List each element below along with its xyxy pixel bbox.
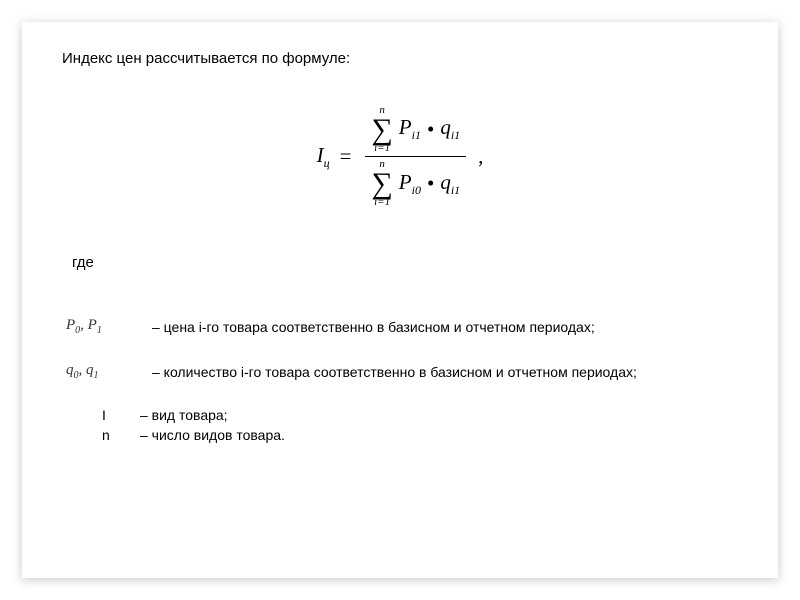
equals-sign: = <box>340 144 352 169</box>
sigma-bot: i=1 <box>374 197 390 208</box>
slide-title: Индекс цен рассчитывается по формуле: <box>62 50 738 67</box>
trailing-comma: , <box>478 144 483 169</box>
def-i-text: – вид товара; <box>140 407 228 423</box>
def-n-text: – число видов товара. <box>140 427 285 443</box>
def-p-text: – цена i-го товара соответственно в бази… <box>152 319 595 335</box>
def-i-symbol: I <box>102 407 140 423</box>
numerator: n ∑ i=1 Pi1 • qi1 <box>365 103 466 156</box>
num-q: qi1 <box>440 115 460 143</box>
definition-i: I – вид товара; <box>102 407 738 423</box>
slide: Индекс цен рассчитывается по формуле: Iц… <box>22 22 778 578</box>
def-q-symbol: q0, q1 <box>62 362 152 381</box>
sigma-denominator: n ∑ i=1 <box>371 159 392 208</box>
den-p: Pi0 <box>399 170 421 198</box>
dot-icon: • <box>427 117 434 142</box>
price-index-formula: Iц = n ∑ i=1 Pi1 • qi1 n <box>317 103 484 210</box>
where-label: где <box>72 254 738 271</box>
definition-n: n – число видов товара. <box>102 427 738 443</box>
den-q: qi1 <box>440 170 460 198</box>
definition-p: P0, P1 – цена i-го товара соответственно… <box>62 317 738 336</box>
definition-q: q0, q1 – количество i-го товара соответс… <box>62 362 738 381</box>
lhs-sub: ц <box>324 156 330 170</box>
sigma-symbol: ∑ <box>371 116 392 143</box>
num-p: Pi1 <box>399 115 421 143</box>
formula-lhs: Iц <box>317 143 330 171</box>
fraction: n ∑ i=1 Pi1 • qi1 n ∑ i=1 Pi0 <box>365 103 466 210</box>
denominator: n ∑ i=1 Pi0 • qi1 <box>365 157 466 210</box>
sigma-bot: i=1 <box>374 143 390 154</box>
def-n-symbol: n <box>102 427 140 443</box>
sigma-numerator: n ∑ i=1 <box>371 105 392 154</box>
definitions: P0, P1 – цена i-го товара соответственно… <box>62 317 738 443</box>
dot-icon: • <box>427 171 434 196</box>
def-q-text: – количество i-го товара соответственно … <box>152 364 637 380</box>
formula-container: Iц = n ∑ i=1 Pi1 • qi1 n <box>62 103 738 210</box>
sigma-symbol: ∑ <box>371 170 392 197</box>
def-p-symbol: P0, P1 <box>62 317 152 336</box>
lhs-base: I <box>317 143 324 167</box>
